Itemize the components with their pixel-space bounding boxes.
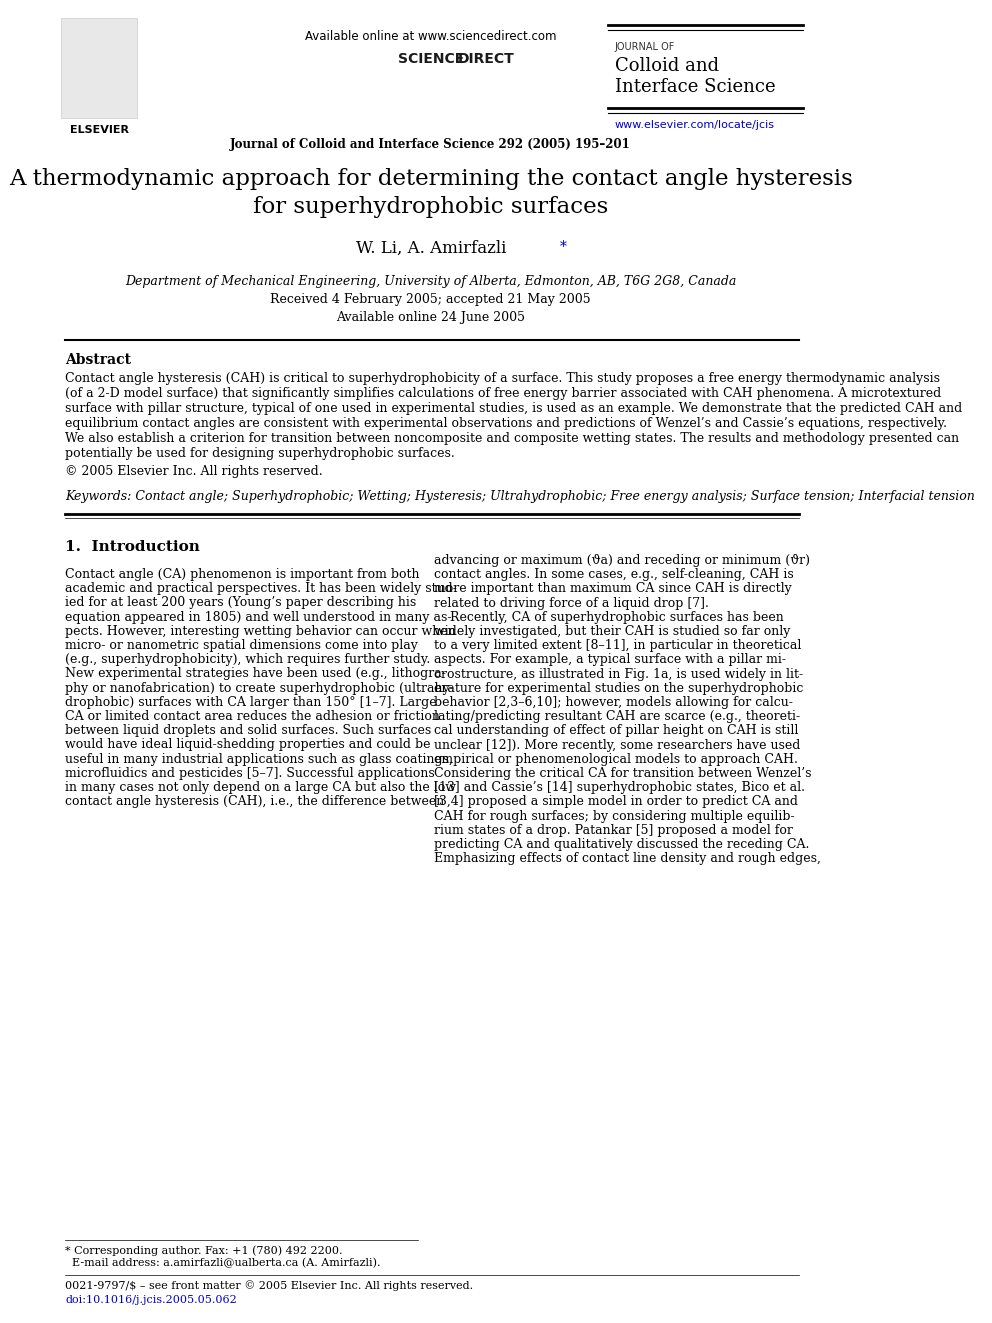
Text: to a very limited extent [8–11], in particular in theoretical: to a very limited extent [8–11], in part…	[434, 639, 802, 652]
Text: in many cases not only depend on a large CA but also the low: in many cases not only depend on a large…	[65, 781, 456, 794]
Text: Journal of Colloid and Interface Science 292 (2005) 195–201: Journal of Colloid and Interface Science…	[230, 138, 631, 151]
Text: surface with pillar structure, typical of one used in experimental studies, is u: surface with pillar structure, typical o…	[65, 402, 962, 415]
Text: rium states of a drop. Patankar [5] proposed a model for: rium states of a drop. Patankar [5] prop…	[434, 824, 793, 837]
Text: more important than maximum CA since CAH is directly: more important than maximum CA since CAH…	[434, 582, 792, 595]
Text: [13] and Cassie’s [14] superhydrophobic states, Bico et al.: [13] and Cassie’s [14] superhydrophobic …	[434, 781, 805, 794]
Text: unclear [12]). More recently, some researchers have used: unclear [12]). More recently, some resea…	[434, 738, 801, 751]
Text: CAH for rough surfaces; by considering multiple equilib-: CAH for rough surfaces; by considering m…	[434, 810, 795, 823]
Text: Available online 24 June 2005: Available online 24 June 2005	[336, 311, 525, 324]
Text: between liquid droplets and solid surfaces. Such surfaces: between liquid droplets and solid surfac…	[65, 724, 432, 737]
Text: widely investigated, but their CAH is studied so far only: widely investigated, but their CAH is st…	[434, 624, 791, 638]
Text: We also establish a criterion for transition between noncomposite and composite : We also establish a criterion for transi…	[65, 433, 959, 445]
Text: Received 4 February 2005; accepted 21 May 2005: Received 4 February 2005; accepted 21 Ma…	[271, 292, 591, 306]
Text: W. Li, A. Amirfazli: W. Li, A. Amirfazli	[355, 239, 506, 257]
Text: microfluidics and pesticides [5–7]. Successful applications: microfluidics and pesticides [5–7]. Succ…	[65, 767, 434, 779]
Text: Keywords: Contact angle; Superhydrophobic; Wetting; Hysteresis; Ultrahydrophobic: Keywords: Contact angle; Superhydrophobi…	[65, 490, 975, 503]
Text: phy or nanofabrication) to create superhydrophobic (ultrahy-: phy or nanofabrication) to create superh…	[65, 681, 454, 695]
Text: pects. However, interesting wetting behavior can occur when: pects. However, interesting wetting beha…	[65, 624, 456, 638]
Text: ied for at least 200 years (Young’s paper describing his: ied for at least 200 years (Young’s pape…	[65, 597, 417, 610]
Text: DIRECT: DIRECT	[457, 52, 515, 66]
Text: cal understanding of effect of pillar height on CAH is still: cal understanding of effect of pillar he…	[434, 725, 799, 737]
Text: A thermodynamic approach for determining the contact angle hysteresis: A thermodynamic approach for determining…	[9, 168, 852, 191]
Text: Colloid and: Colloid and	[615, 57, 719, 75]
Text: CA or limited contact area reduces the adhesion or friction: CA or limited contact area reduces the a…	[65, 710, 440, 722]
Text: drophobic) surfaces with CA larger than 150° [1–7]. Large: drophobic) surfaces with CA larger than …	[65, 696, 436, 709]
Text: equation appeared in 1805) and well understood in many as-: equation appeared in 1805) and well unde…	[65, 611, 451, 623]
Text: useful in many industrial applications such as glass coatings,: useful in many industrial applications s…	[65, 753, 453, 766]
Text: Considering the critical CA for transition between Wenzel’s: Considering the critical CA for transiti…	[434, 767, 811, 781]
Text: 0021-9797/$ – see front matter © 2005 Elsevier Inc. All rights reserved.: 0021-9797/$ – see front matter © 2005 El…	[65, 1279, 473, 1291]
Text: 1.  Introduction: 1. Introduction	[65, 540, 200, 554]
Text: erature for experimental studies on the superhydrophobic: erature for experimental studies on the …	[434, 681, 804, 695]
Text: Abstract: Abstract	[65, 353, 131, 366]
Text: contact angles. In some cases, e.g., self-cleaning, CAH is: contact angles. In some cases, e.g., sel…	[434, 568, 794, 581]
Text: doi:10.1016/j.jcis.2005.05.062: doi:10.1016/j.jcis.2005.05.062	[65, 1295, 237, 1304]
Text: contact angle hysteresis (CAH), i.e., the difference between: contact angle hysteresis (CAH), i.e., th…	[65, 795, 444, 808]
Text: behavior [2,3–6,10]; however, models allowing for calcu-: behavior [2,3–6,10]; however, models all…	[434, 696, 793, 709]
Text: potentially be used for designing superhydrophobic surfaces.: potentially be used for designing superh…	[65, 447, 455, 460]
Text: www.elsevier.com/locate/jcis: www.elsevier.com/locate/jcis	[615, 120, 775, 130]
Text: would have ideal liquid-shedding properties and could be: would have ideal liquid-shedding propert…	[65, 738, 431, 751]
Text: Recently, CA of superhydrophobic surfaces has been: Recently, CA of superhydrophobic surface…	[434, 611, 784, 624]
Text: academic and practical perspectives. It has been widely stud-: academic and practical perspectives. It …	[65, 582, 457, 595]
Text: © 2005 Elsevier Inc. All rights reserved.: © 2005 Elsevier Inc. All rights reserved…	[65, 464, 322, 478]
Text: Emphasizing effects of contact line density and rough edges,: Emphasizing effects of contact line dens…	[434, 852, 820, 865]
Text: E-mail address: a.amirfazli@ualberta.ca (A. Amirfazli).: E-mail address: a.amirfazli@ualberta.ca …	[65, 1258, 381, 1269]
Text: for superhydrophobic surfaces: for superhydrophobic surfaces	[253, 196, 608, 218]
Text: JOURNAL OF: JOURNAL OF	[615, 42, 675, 52]
Text: Department of Mechanical Engineering, University of Alberta, Edmonton, AB, T6G 2: Department of Mechanical Engineering, Un…	[125, 275, 736, 288]
FancyBboxPatch shape	[62, 19, 137, 118]
Text: New experimental strategies have been used (e.g., lithogra-: New experimental strategies have been us…	[65, 667, 446, 680]
Text: advancing or maximum (ϑa) and receding or minimum (ϑr): advancing or maximum (ϑa) and receding o…	[434, 554, 809, 568]
Text: aspects. For example, a typical surface with a pillar mi-: aspects. For example, a typical surface …	[434, 654, 786, 667]
Text: crostructure, as illustrated in Fig. 1a, is used widely in lit-: crostructure, as illustrated in Fig. 1a,…	[434, 668, 803, 680]
Text: equilibrium contact angles are consistent with experimental observations and pre: equilibrium contact angles are consisten…	[65, 417, 947, 430]
Text: lating/predicting resultant CAH are scarce (e.g., theoreti-: lating/predicting resultant CAH are scar…	[434, 710, 800, 724]
Text: SCIENCE: SCIENCE	[398, 52, 464, 66]
Text: (of a 2-D model surface) that significantly simplifies calculations of free ener: (of a 2-D model surface) that significan…	[65, 388, 941, 400]
Text: *: *	[559, 239, 566, 254]
Text: Interface Science: Interface Science	[615, 78, 776, 97]
Text: predicting CA and qualitatively discussed the receding CA.: predicting CA and qualitatively discusse…	[434, 837, 809, 851]
Text: micro- or nanometric spatial dimensions come into play: micro- or nanometric spatial dimensions …	[65, 639, 418, 652]
Text: Contact angle hysteresis (CAH) is critical to superhydrophobicity of a surface. : Contact angle hysteresis (CAH) is critic…	[65, 372, 940, 385]
Text: empirical or phenomenological models to approach CAH.: empirical or phenomenological models to …	[434, 753, 798, 766]
Text: Available online at www.sciencedirect.com: Available online at www.sciencedirect.co…	[305, 30, 557, 44]
Text: related to driving force of a liquid drop [7].: related to driving force of a liquid dro…	[434, 597, 708, 610]
Text: * Corresponding author. Fax: +1 (780) 492 2200.: * Corresponding author. Fax: +1 (780) 49…	[65, 1245, 342, 1256]
Text: ELSEVIER: ELSEVIER	[69, 124, 129, 135]
Text: [3,4] proposed a simple model in order to predict CA and: [3,4] proposed a simple model in order t…	[434, 795, 798, 808]
Text: Contact angle (CA) phenomenon is important from both: Contact angle (CA) phenomenon is importa…	[65, 568, 420, 581]
Text: (e.g., superhydrophobicity), which requires further study.: (e.g., superhydrophobicity), which requi…	[65, 654, 431, 667]
